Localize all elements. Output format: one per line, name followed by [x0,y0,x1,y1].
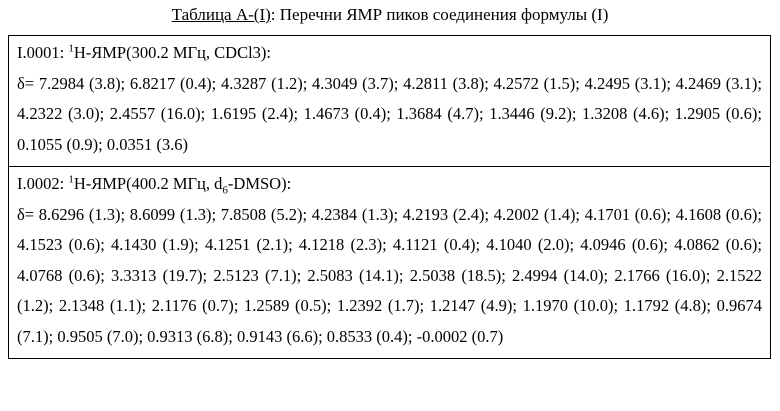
nmr-nucleus-info: H-ЯМР(300.2 МГц, CDCl3): [74,43,271,62]
table-row: I.0001: 1H-ЯМР(300.2 МГц, CDCl3): δ= 7.2… [9,36,771,167]
nmr-peak-table: I.0001: 1H-ЯМР(300.2 МГц, CDCl3): δ= 7.2… [8,35,771,359]
row-header: I.0002: 1H-ЯМР(400.2 МГц, d6-DMSO): [17,169,762,200]
row-header: I.0001: 1H-ЯМР(300.2 МГц, CDCl3): [17,38,762,69]
nmr-nucleus-info: H-ЯМР(400.2 МГц, d [74,174,223,193]
table-cell-i0002: I.0002: 1H-ЯМР(400.2 МГц, d6-DMSO): δ= 8… [9,167,771,359]
compound-id: I.0002 [17,174,60,193]
chemical-shift-list: δ= 8.6296 (1.3); 8.6099 (1.3); 7.8508 (5… [17,200,762,353]
table-row: I.0002: 1H-ЯМР(400.2 МГц, d6-DMSO): δ= 8… [9,167,771,359]
nmr-solvent-suffix: -DMSO): [228,174,291,193]
caption-label: Таблица А-(I) [172,5,271,24]
table-cell-i0001: I.0001: 1H-ЯМР(300.2 МГц, CDCl3): δ= 7.2… [9,36,771,167]
chemical-shift-list: δ= 7.2984 (3.8); 6.8217 (0.4); 4.3287 (1… [17,69,762,161]
table-caption: Таблица А-(I): Перечни ЯМР пиков соедине… [0,4,780,26]
compound-id: I.0001 [17,43,60,62]
caption-text: : Перечни ЯМР пиков соединения формулы (… [271,5,609,24]
